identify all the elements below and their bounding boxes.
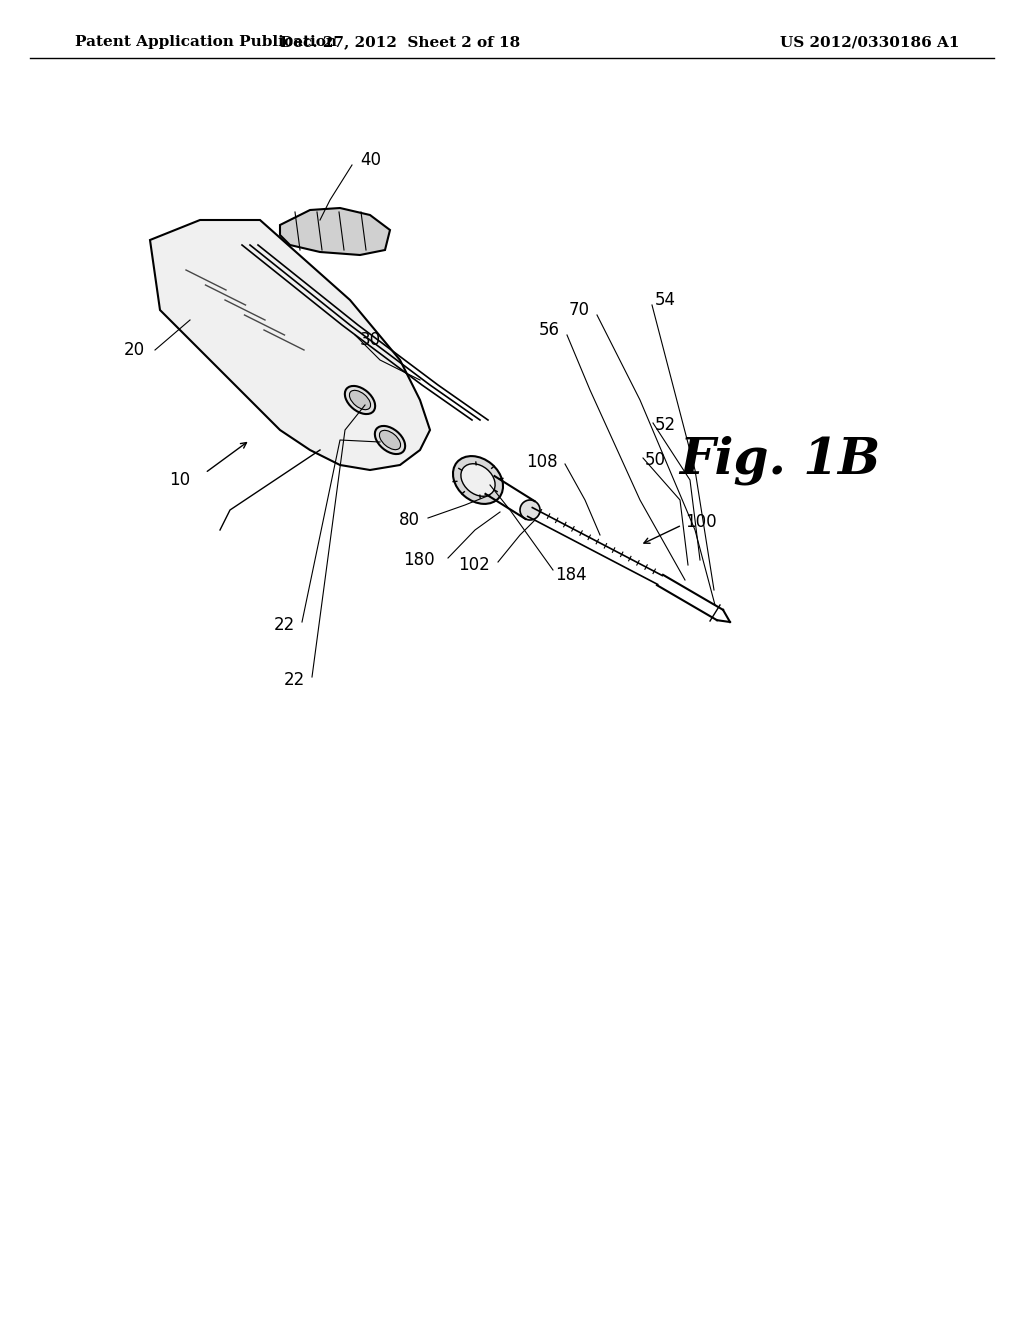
- Text: 30: 30: [360, 331, 381, 348]
- Text: 22: 22: [273, 616, 295, 634]
- Text: 52: 52: [655, 416, 676, 434]
- Text: Dec. 27, 2012  Sheet 2 of 18: Dec. 27, 2012 Sheet 2 of 18: [280, 36, 520, 49]
- Text: 80: 80: [399, 511, 420, 529]
- Ellipse shape: [349, 391, 371, 409]
- Text: 184: 184: [555, 566, 587, 583]
- Polygon shape: [280, 209, 390, 255]
- Text: 10: 10: [169, 471, 190, 488]
- Ellipse shape: [345, 385, 375, 414]
- Text: 100: 100: [685, 513, 717, 531]
- Text: US 2012/0330186 A1: US 2012/0330186 A1: [780, 36, 959, 49]
- Text: 22: 22: [284, 671, 305, 689]
- Text: 56: 56: [539, 321, 560, 339]
- Text: 70: 70: [569, 301, 590, 319]
- Text: Fig. 1B: Fig. 1B: [679, 436, 881, 484]
- Text: 40: 40: [360, 150, 381, 169]
- Ellipse shape: [453, 457, 503, 504]
- Text: 102: 102: [459, 556, 490, 574]
- Ellipse shape: [380, 430, 400, 450]
- Text: 180: 180: [403, 550, 435, 569]
- Circle shape: [520, 500, 540, 520]
- Text: 50: 50: [645, 451, 666, 469]
- Polygon shape: [150, 220, 430, 470]
- Text: 54: 54: [655, 290, 676, 309]
- Ellipse shape: [375, 426, 406, 454]
- Ellipse shape: [461, 463, 496, 496]
- Text: Patent Application Publication: Patent Application Publication: [75, 36, 337, 49]
- Text: 20: 20: [124, 341, 145, 359]
- Text: 108: 108: [526, 453, 558, 471]
